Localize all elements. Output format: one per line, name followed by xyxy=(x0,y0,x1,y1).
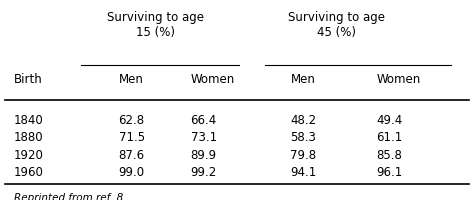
Text: 61.1: 61.1 xyxy=(376,131,402,144)
Text: 79.8: 79.8 xyxy=(291,148,317,161)
Text: Women: Women xyxy=(191,72,235,85)
Text: Women: Women xyxy=(376,72,420,85)
Text: 1960: 1960 xyxy=(14,166,44,179)
Text: Surviving to age
45 (%): Surviving to age 45 (%) xyxy=(288,11,385,39)
Text: 87.6: 87.6 xyxy=(118,148,145,161)
Text: 89.9: 89.9 xyxy=(191,148,217,161)
Text: 62.8: 62.8 xyxy=(118,113,145,126)
Text: 71.5: 71.5 xyxy=(118,131,145,144)
Text: 66.4: 66.4 xyxy=(191,113,217,126)
Text: 94.1: 94.1 xyxy=(291,166,317,179)
Text: Men: Men xyxy=(118,72,144,85)
Text: 96.1: 96.1 xyxy=(376,166,402,179)
Text: 85.8: 85.8 xyxy=(376,148,402,161)
Text: 1840: 1840 xyxy=(14,113,44,126)
Text: 73.1: 73.1 xyxy=(191,131,217,144)
Text: Reprinted from ref. 8.: Reprinted from ref. 8. xyxy=(14,192,127,200)
Text: Surviving to age
15 (%): Surviving to age 15 (%) xyxy=(107,11,204,39)
Text: 1920: 1920 xyxy=(14,148,44,161)
Text: 99.0: 99.0 xyxy=(118,166,145,179)
Text: Birth: Birth xyxy=(14,72,43,85)
Text: Men: Men xyxy=(291,72,315,85)
Text: 1880: 1880 xyxy=(14,131,44,144)
Text: 48.2: 48.2 xyxy=(291,113,317,126)
Text: 99.2: 99.2 xyxy=(191,166,217,179)
Text: 49.4: 49.4 xyxy=(376,113,402,126)
Text: 58.3: 58.3 xyxy=(291,131,316,144)
